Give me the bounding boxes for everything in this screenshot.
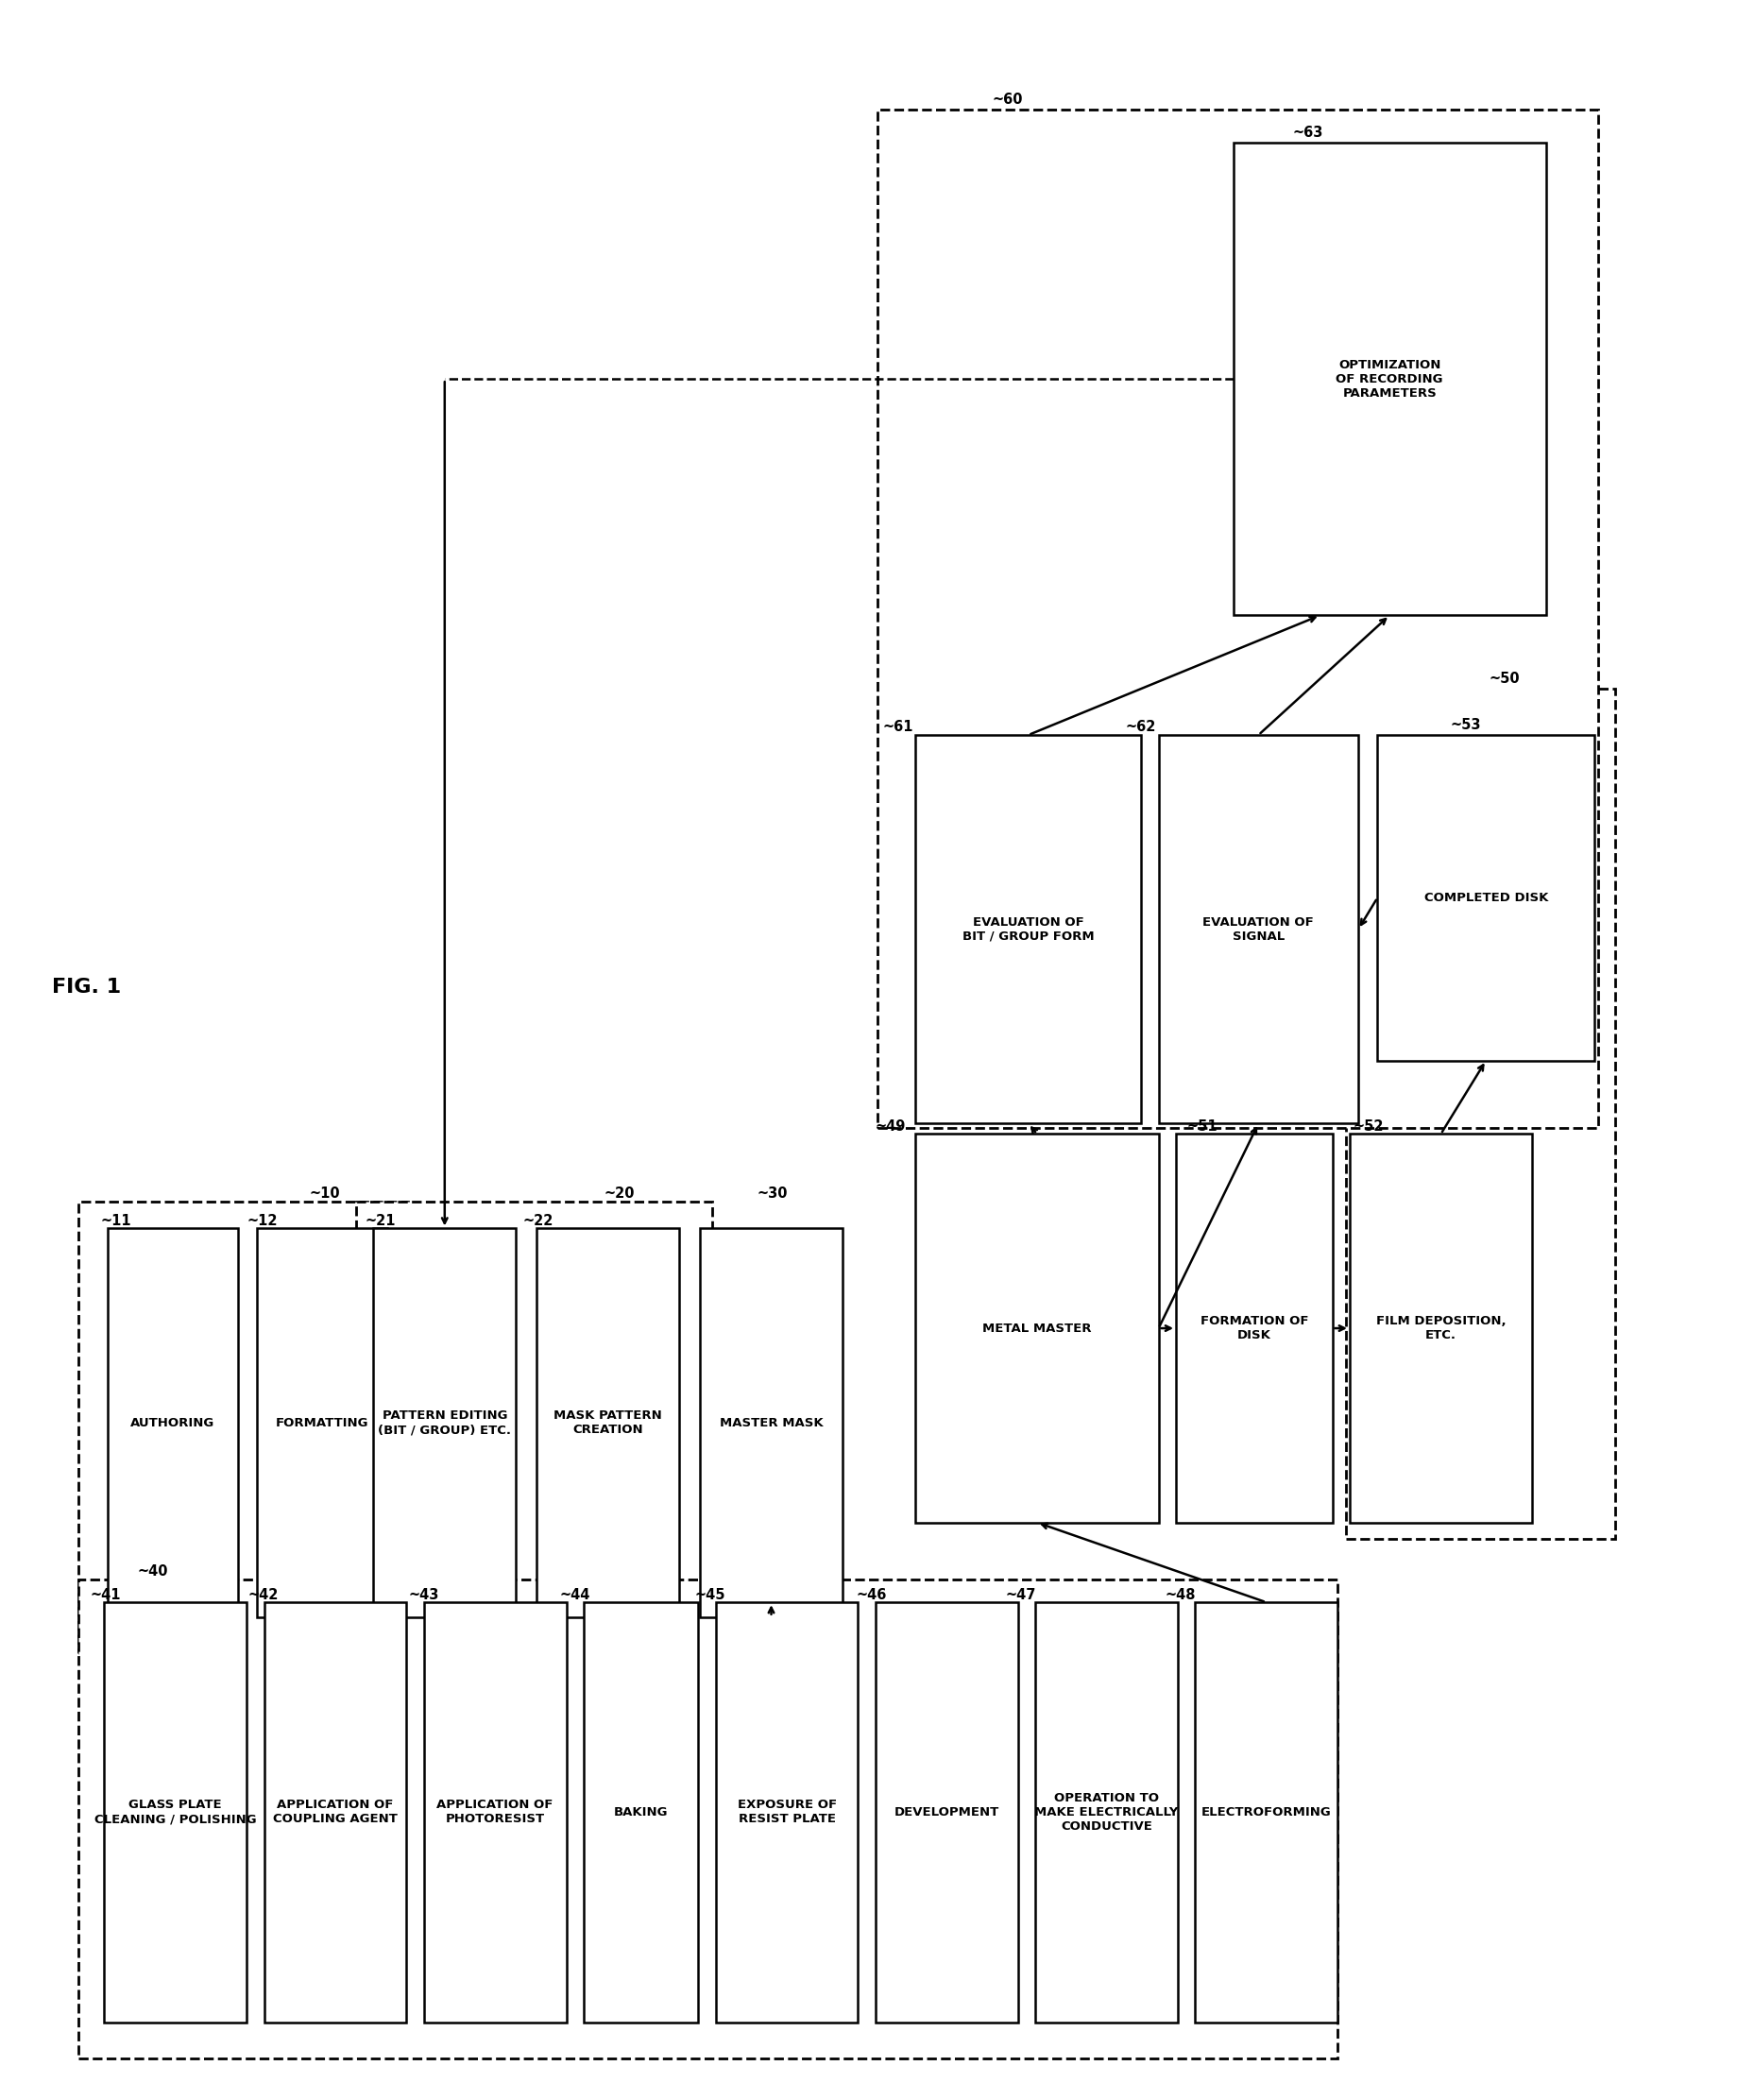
FancyBboxPatch shape xyxy=(716,1602,858,2022)
Text: FIG. 1: FIG. 1 xyxy=(52,979,122,995)
Text: ~43: ~43 xyxy=(408,1588,439,1602)
Text: ~62: ~62 xyxy=(1126,720,1157,735)
FancyBboxPatch shape xyxy=(584,1602,698,2022)
Text: ~12: ~12 xyxy=(247,1214,278,1228)
Text: ~20: ~20 xyxy=(604,1186,636,1201)
Text: ~46: ~46 xyxy=(856,1588,888,1602)
Text: COMPLETED DISK: COMPLETED DISK xyxy=(1424,892,1548,903)
Text: ELECTROFORMING: ELECTROFORMING xyxy=(1202,1806,1331,1819)
FancyBboxPatch shape xyxy=(875,1602,1018,2022)
Text: ~49: ~49 xyxy=(875,1119,907,1134)
FancyBboxPatch shape xyxy=(1377,735,1595,1060)
Text: OPERATION TO
MAKE ELECTRICALLY
CONDUCTIVE: OPERATION TO MAKE ELECTRICALLY CONDUCTIV… xyxy=(1035,1791,1178,1833)
Text: ~45: ~45 xyxy=(695,1588,726,1602)
FancyBboxPatch shape xyxy=(104,1602,247,2022)
Text: ~51: ~51 xyxy=(1186,1119,1218,1134)
FancyBboxPatch shape xyxy=(537,1228,679,1617)
FancyBboxPatch shape xyxy=(1350,1134,1532,1522)
Text: ~61: ~61 xyxy=(882,720,914,735)
Text: FILM DEPOSITION,
ETC.: FILM DEPOSITION, ETC. xyxy=(1376,1315,1506,1342)
Text: EVALUATION OF
SIGNAL: EVALUATION OF SIGNAL xyxy=(1202,916,1315,943)
FancyBboxPatch shape xyxy=(78,1579,1337,2058)
Text: ~30: ~30 xyxy=(757,1186,789,1201)
FancyBboxPatch shape xyxy=(700,1228,842,1617)
Text: FORMATTING: FORMATTING xyxy=(276,1418,368,1428)
Text: ~48: ~48 xyxy=(1166,1588,1197,1602)
Text: DEVELOPMENT: DEVELOPMENT xyxy=(895,1806,999,1819)
FancyBboxPatch shape xyxy=(424,1602,566,2022)
FancyBboxPatch shape xyxy=(373,1228,516,1617)
FancyBboxPatch shape xyxy=(915,1134,1159,1522)
Text: MASK PATTERN
CREATION: MASK PATTERN CREATION xyxy=(554,1409,662,1436)
Text: ~50: ~50 xyxy=(1489,672,1520,687)
Text: MASTER MASK: MASTER MASK xyxy=(719,1418,823,1428)
FancyBboxPatch shape xyxy=(108,1228,238,1617)
Text: ~21: ~21 xyxy=(365,1214,396,1228)
Text: BAKING: BAKING xyxy=(613,1806,669,1819)
FancyBboxPatch shape xyxy=(1346,689,1615,1539)
Text: AUTHORING: AUTHORING xyxy=(130,1418,215,1428)
Text: APPLICATION OF
COUPLING AGENT: APPLICATION OF COUPLING AGENT xyxy=(273,1800,398,1825)
Text: EVALUATION OF
BIT / GROUP FORM: EVALUATION OF BIT / GROUP FORM xyxy=(962,916,1094,943)
Text: ~42: ~42 xyxy=(248,1588,280,1602)
Text: ~41: ~41 xyxy=(90,1588,122,1602)
Text: ~44: ~44 xyxy=(559,1588,591,1602)
FancyBboxPatch shape xyxy=(915,735,1141,1124)
Text: ~22: ~22 xyxy=(523,1214,554,1228)
FancyBboxPatch shape xyxy=(1159,735,1358,1124)
Text: APPLICATION OF
PHOTORESIST: APPLICATION OF PHOTORESIST xyxy=(436,1800,554,1825)
Text: EXPOSURE OF
RESIST PLATE: EXPOSURE OF RESIST PLATE xyxy=(736,1800,837,1825)
Text: PATTERN EDITING
(BIT / GROUP) ETC.: PATTERN EDITING (BIT / GROUP) ETC. xyxy=(379,1409,511,1436)
Text: ~10: ~10 xyxy=(309,1186,340,1201)
Text: FORMATION OF
DISK: FORMATION OF DISK xyxy=(1200,1315,1308,1342)
Text: ~53: ~53 xyxy=(1450,718,1482,733)
FancyBboxPatch shape xyxy=(264,1602,406,2022)
Text: ~47: ~47 xyxy=(1006,1588,1037,1602)
FancyBboxPatch shape xyxy=(78,1201,408,1653)
Text: ~63: ~63 xyxy=(1292,126,1324,141)
FancyBboxPatch shape xyxy=(877,109,1598,1128)
FancyBboxPatch shape xyxy=(1176,1134,1332,1522)
Text: ~40: ~40 xyxy=(137,1564,168,1579)
Text: ~60: ~60 xyxy=(992,92,1023,107)
Text: METAL MASTER: METAL MASTER xyxy=(983,1323,1091,1334)
FancyBboxPatch shape xyxy=(1195,1602,1337,2022)
FancyBboxPatch shape xyxy=(1035,1602,1178,2022)
Text: OPTIMIZATION
OF RECORDING
PARAMETERS: OPTIMIZATION OF RECORDING PARAMETERS xyxy=(1336,359,1443,399)
Text: ~11: ~11 xyxy=(101,1214,132,1228)
FancyBboxPatch shape xyxy=(1233,143,1546,615)
FancyBboxPatch shape xyxy=(257,1228,387,1617)
Text: ~52: ~52 xyxy=(1353,1119,1384,1134)
Text: GLASS PLATE
CLEANING / POLISHING: GLASS PLATE CLEANING / POLISHING xyxy=(94,1800,257,1825)
FancyBboxPatch shape xyxy=(356,1201,712,1653)
